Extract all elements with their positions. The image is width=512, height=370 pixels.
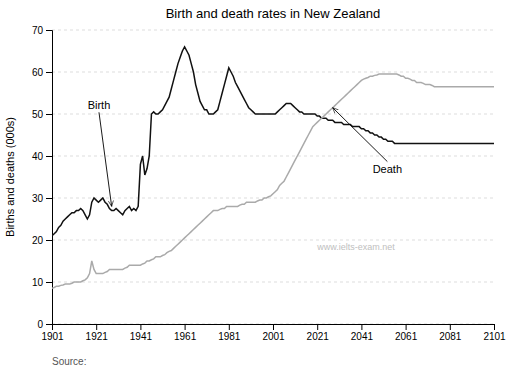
x-axis-tick-mark <box>96 324 97 330</box>
x-axis-tick: 1941 <box>130 324 153 342</box>
y-axis-tick: 70 <box>32 25 52 36</box>
source: Source: <box>52 356 86 367</box>
y-axis-tick-label: 70 <box>32 25 44 36</box>
annotation-arrow <box>99 112 112 206</box>
y-axis-title: Births and deaths (000s) <box>4 117 16 237</box>
y-axis-tick-mark <box>46 282 52 283</box>
y-axis-tick-mark <box>46 324 52 325</box>
x-axis-tick: 1981 <box>218 324 241 342</box>
y-axis-tick-mark <box>46 30 52 31</box>
x-axis-tick: 2021 <box>307 324 330 342</box>
y-axis-tick: 0 <box>37 319 52 330</box>
y-axis-tick-mark <box>46 240 52 241</box>
x-axis-tick-label: 2001 <box>262 331 285 342</box>
x-axis-tick-label: 1981 <box>218 331 241 342</box>
x-axis-tick-mark <box>406 324 407 330</box>
x-axis-tick-label: 1921 <box>86 331 109 342</box>
x-axis-tick: 2101 <box>483 324 506 342</box>
y-axis-tick-label: 40 <box>32 151 44 162</box>
y-axis-tick: 40 <box>32 151 52 162</box>
y-axis-tick: 20 <box>32 235 52 246</box>
annotation: Birth <box>88 99 111 111</box>
x-axis: 1901 1921 1941 1961 1981 2001 2021 2041 2061 2081… <box>41 324 506 342</box>
x-axis-tick-mark <box>140 324 141 330</box>
y-axis-tick: 30 <box>32 193 52 204</box>
annotations: Birth Death <box>88 99 402 206</box>
grid <box>52 30 494 324</box>
x-axis-tick-mark <box>450 324 451 330</box>
y-axis-tick-mark <box>46 72 52 73</box>
x-axis-tick: 2081 <box>439 324 462 342</box>
x-axis-tick-label: 2081 <box>439 331 462 342</box>
grid-line <box>52 156 494 157</box>
x-axis-tick-label: 2041 <box>351 331 374 342</box>
x-axis-tick-label: 1941 <box>130 331 153 342</box>
y-axis-tick-label: 20 <box>32 235 44 246</box>
chart: 1901 1921 1941 1961 1981 2001 2021 2041 2061 2081… <box>0 0 512 370</box>
grid-line <box>52 282 494 283</box>
x-axis-line <box>53 325 495 331</box>
y-axis-tick-label: 10 <box>32 277 44 288</box>
y-axis-tick: 60 <box>32 67 52 78</box>
y-axis-tick-mark <box>46 198 52 199</box>
x-axis-tick-mark <box>185 324 186 330</box>
grid-line <box>52 72 494 73</box>
x-axis-tick: 2041 <box>351 324 374 342</box>
x-axis-tick-label: 1961 <box>174 331 197 342</box>
x-axis-tick-mark <box>361 324 362 330</box>
x-axis-tick-mark <box>494 324 495 330</box>
x-axis-tick: 1961 <box>174 324 197 342</box>
y-axis-tick-mark <box>46 156 52 157</box>
y-axis-tick-label: 60 <box>32 67 44 78</box>
annotation: Death <box>373 163 402 175</box>
grid-line <box>52 30 494 31</box>
y-axis-tick-label: 30 <box>32 193 44 204</box>
x-axis-tick-mark <box>317 324 318 330</box>
x-axis-tick: 2001 <box>262 324 285 342</box>
y-axis: 0 10 20 30 40 50 60 70 <box>32 25 53 330</box>
grid-line <box>52 240 494 241</box>
x-axis-tick: 1901 <box>41 324 64 342</box>
plot-area <box>52 47 494 288</box>
x-axis-tick-mark <box>273 324 274 330</box>
title: Birth and death rates in New Zealand <box>166 6 381 21</box>
x-axis-tick-label: 2061 <box>395 331 418 342</box>
x-axis-tick-label: 2021 <box>307 331 330 342</box>
x-axis-tick-mark <box>229 324 230 330</box>
x-axis-tick-label: 1901 <box>41 331 64 342</box>
y-axis-line <box>46 31 53 325</box>
y-axis-tick: 50 <box>32 109 52 120</box>
line <box>52 74 494 288</box>
y-axis-tick-mark <box>46 114 52 115</box>
grid-line <box>52 198 494 199</box>
line <box>52 47 494 236</box>
y-axis-tick-label: 50 <box>32 109 44 120</box>
x-axis-tick-label: 2101 <box>483 331 506 342</box>
x-axis-tick: 2061 <box>395 324 418 342</box>
annotation-arrow <box>333 108 388 162</box>
watermark: www.ielts-exam.net <box>316 242 395 252</box>
x-axis-tick: 1921 <box>86 324 109 342</box>
y-axis-tick-label: 0 <box>37 319 43 330</box>
y-axis-tick: 10 <box>32 277 52 288</box>
